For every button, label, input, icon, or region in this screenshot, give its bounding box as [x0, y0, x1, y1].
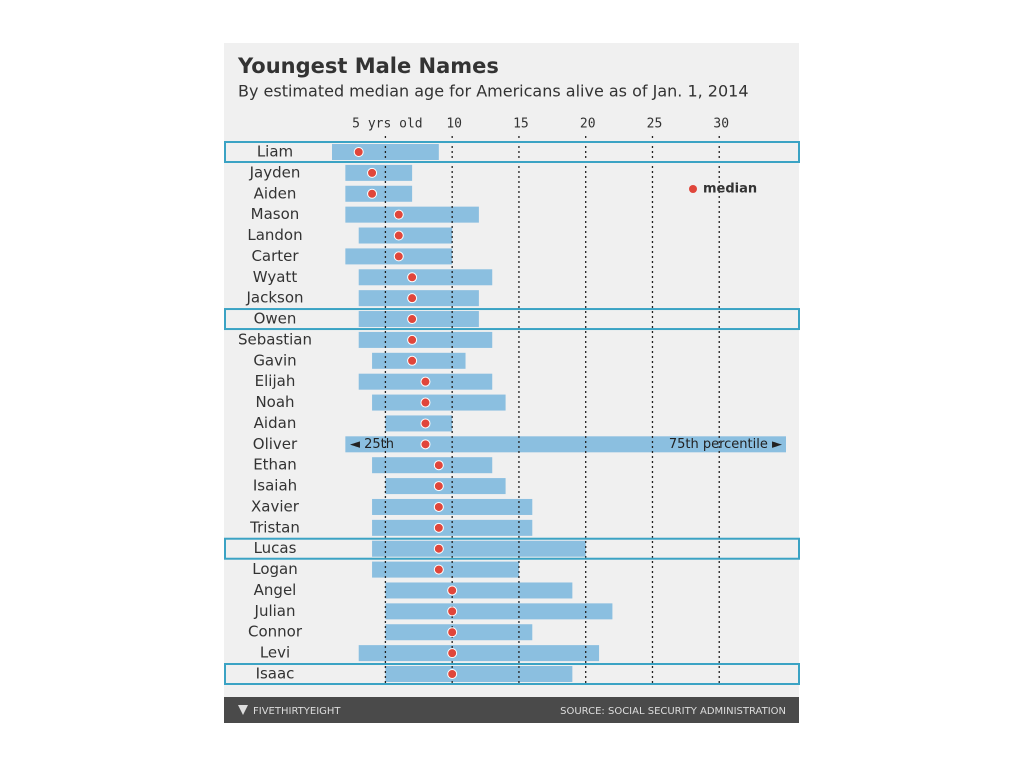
median-dot — [420, 439, 431, 450]
median-dot — [447, 669, 458, 679]
highlight-box — [224, 537, 800, 560]
row-label: Aiden — [254, 184, 297, 202]
median-dot — [447, 585, 458, 596]
row-label: Lucas — [254, 539, 297, 557]
highlight-box — [224, 308, 800, 331]
median-dot — [407, 334, 418, 345]
median-dot — [447, 648, 458, 659]
x-tick-label: 30 — [713, 117, 729, 132]
footer — [224, 697, 799, 723]
range-bar — [358, 290, 479, 307]
median-dot — [407, 314, 418, 325]
median-dot — [420, 397, 431, 408]
row-label: Landon — [247, 226, 302, 244]
row-label: Wyatt — [253, 268, 298, 286]
range-bar — [385, 603, 613, 620]
median-dot — [433, 564, 444, 575]
row-label: Angel — [254, 581, 297, 599]
range-bar — [372, 540, 586, 557]
highlight-box — [224, 663, 800, 685]
row-label: Liam — [257, 143, 293, 161]
row-label: Elijah — [255, 372, 296, 390]
row-label: Ethan — [253, 456, 297, 474]
median-dot — [433, 501, 444, 512]
range-bar — [358, 311, 479, 328]
row-label: Sebastian — [238, 330, 312, 348]
range-bar — [372, 561, 519, 578]
highlight-box — [224, 141, 800, 163]
median-dot — [393, 251, 404, 262]
range-bar — [385, 478, 506, 495]
range-bar — [372, 457, 493, 474]
range-bar — [345, 206, 479, 223]
median-dot — [393, 209, 404, 220]
legend-dot — [689, 185, 697, 193]
median-dot — [433, 522, 444, 533]
range-bar — [345, 185, 413, 202]
row-label: Mason — [251, 205, 300, 223]
high-annotation: 75th percentile ► — [669, 437, 782, 452]
range-bar — [385, 415, 453, 432]
row-label: Connor — [248, 623, 303, 641]
row-label: Owen — [254, 310, 297, 328]
legend-label: median — [703, 182, 757, 197]
brand: FIVETHIRTYEIGHT — [253, 706, 341, 717]
row-label: Carter — [251, 247, 299, 265]
low-annotation: ◄ 25th — [350, 437, 394, 452]
x-tick-label: 20 — [580, 117, 596, 132]
median-dot — [433, 543, 444, 554]
median-dot — [407, 272, 418, 283]
chart-title: Youngest Male Names — [237, 54, 499, 78]
row-label: Oliver — [253, 435, 298, 453]
range-bar — [358, 331, 493, 348]
median-dot — [367, 167, 378, 178]
row-label: Isaiah — [253, 477, 297, 495]
row-label: Aidan — [254, 414, 297, 432]
row-label: Isaac — [256, 665, 295, 683]
median-dot — [433, 460, 444, 471]
row-label: Julian — [254, 602, 296, 620]
median-dot — [407, 355, 418, 366]
median-dot — [420, 418, 431, 429]
x-tick-label: 10 — [446, 117, 462, 132]
row-label: Xavier — [251, 497, 300, 515]
x-tick-label: 15 — [513, 117, 529, 132]
median-dot — [420, 376, 431, 387]
range-bar — [385, 666, 573, 682]
row-label: Jackson — [245, 289, 303, 307]
brand-logo — [238, 705, 248, 715]
chart-subtitle: By estimated median age for Americans al… — [238, 82, 749, 101]
range-bar — [372, 394, 506, 411]
row-label: Logan — [252, 560, 298, 578]
range-bar — [385, 624, 533, 641]
median-dot — [433, 481, 444, 492]
row-label: Levi — [260, 644, 290, 662]
range-bar — [345, 164, 413, 181]
row-label: Gavin — [253, 351, 296, 369]
row-label: Jayden — [249, 163, 301, 181]
median-dot — [393, 230, 404, 241]
median-dot — [367, 188, 378, 199]
median-dot — [447, 627, 458, 638]
range-bar — [372, 352, 466, 369]
median-dot — [407, 293, 418, 304]
range-bar — [358, 269, 493, 286]
source: SOURCE: SOCIAL SECURITY ADMINISTRATION — [560, 706, 786, 717]
range-bar — [385, 582, 573, 599]
x-tick-label: 5 yrs old — [352, 117, 422, 132]
row-label: Noah — [255, 393, 294, 411]
range-bar — [345, 436, 786, 453]
row-label: Tristan — [249, 518, 300, 536]
range-bar — [358, 227, 453, 244]
x-tick-label: 25 — [647, 117, 663, 132]
median-dot — [353, 147, 364, 157]
range-bar — [358, 645, 600, 662]
median-dot — [447, 606, 458, 617]
